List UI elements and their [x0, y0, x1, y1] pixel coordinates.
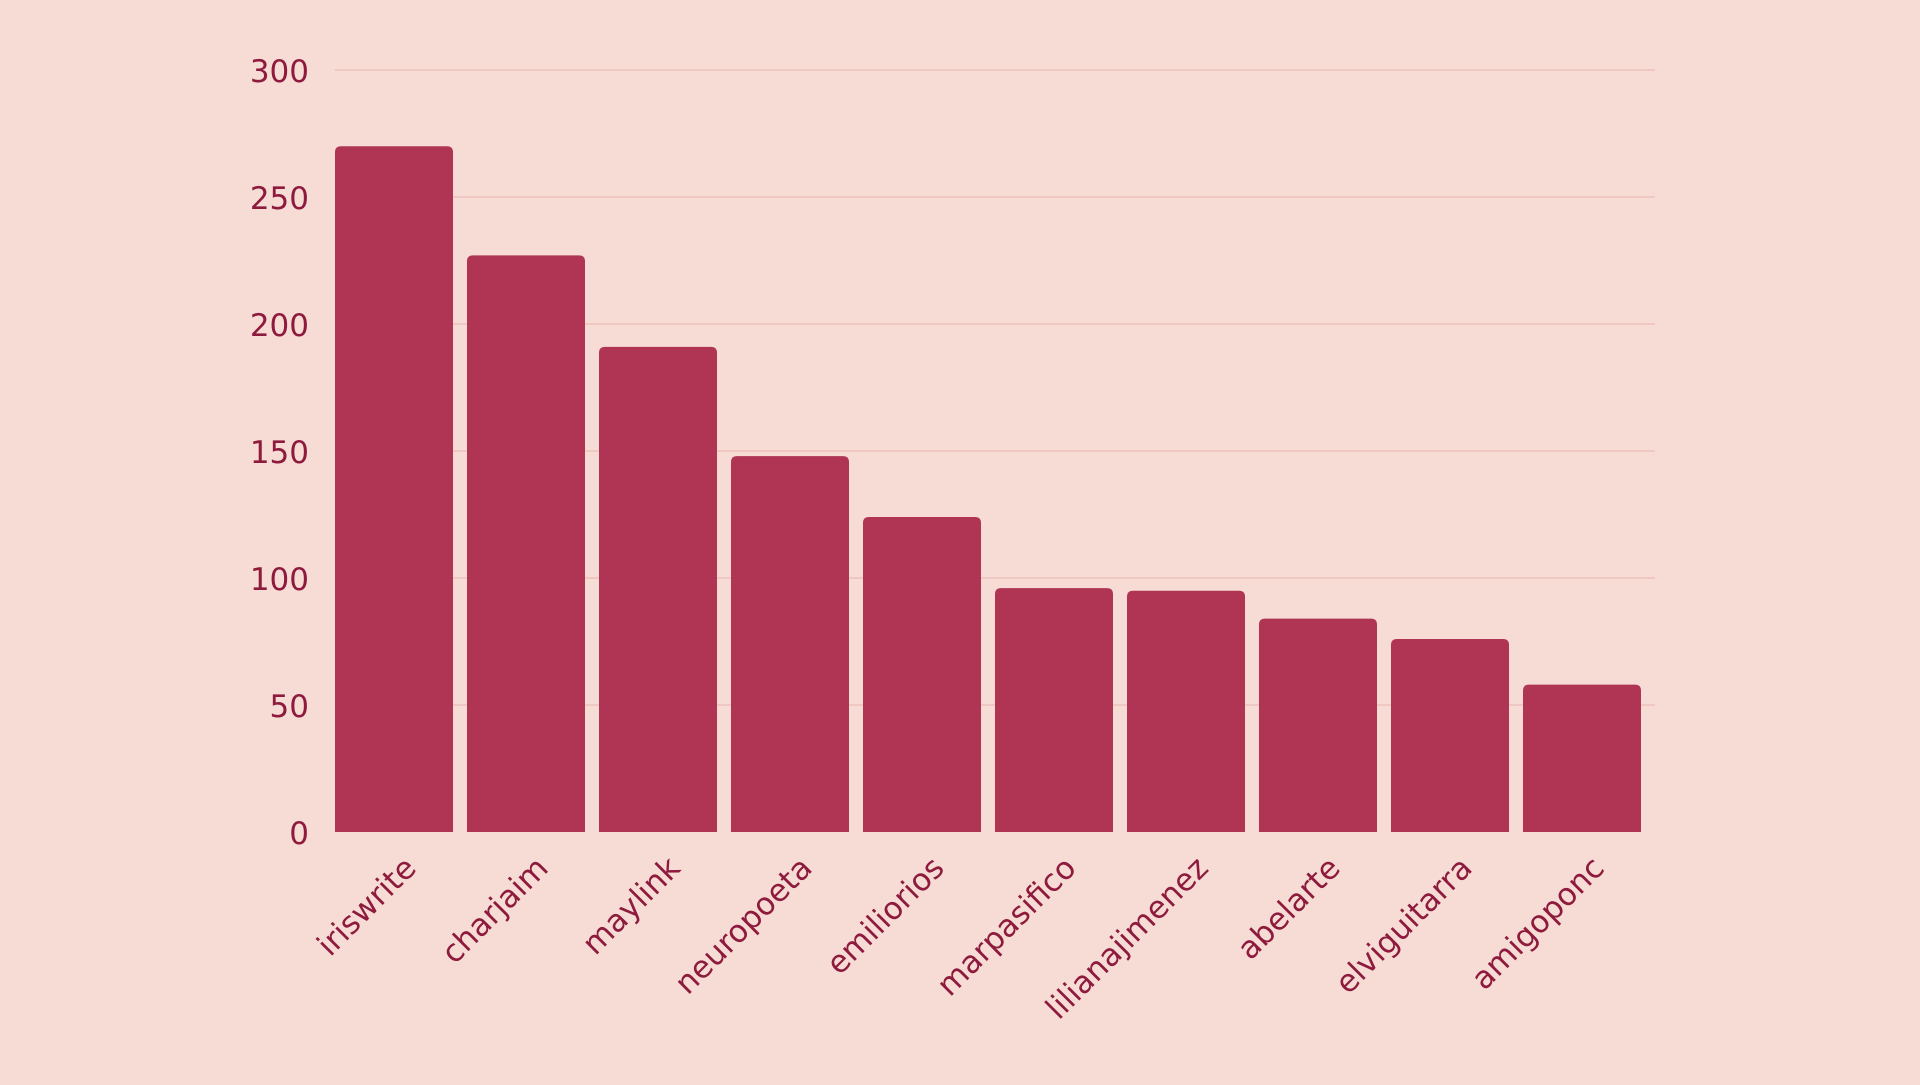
bar-elviguitarra [1391, 638, 1509, 832]
y-tick-label: 200 [250, 308, 309, 344]
y-tick-label: 0 [289, 816, 309, 852]
x-tick-label: neuropoeta [668, 850, 820, 1002]
bar-neuropoeta [731, 456, 849, 832]
y-tick-label: 100 [250, 562, 309, 598]
x-tick-label: elviguitarra [1328, 850, 1479, 1001]
y-tick-label: 250 [250, 181, 309, 217]
bar-lilianajimenez [1127, 590, 1245, 832]
bar-charjaim [467, 255, 585, 833]
y-tick-label: 300 [250, 54, 309, 90]
bar-abelarte [1259, 618, 1377, 832]
y-tick-label: 150 [250, 435, 309, 471]
x-tick-label: amigoponc [1465, 850, 1612, 997]
x-tick-label: maylink [576, 850, 688, 962]
x-tick-label: abelarte [1231, 850, 1348, 967]
x-tick-label: charjaim [435, 850, 556, 971]
bar-iriswrite [335, 146, 453, 832]
bars [335, 146, 1641, 833]
y-axis-ticks: 0 50 100 150 200 250 300 [250, 54, 309, 852]
x-tick-label: iriswrite [310, 850, 423, 963]
y-tick-label: 50 [270, 689, 309, 725]
bar-emiliorios [863, 517, 981, 832]
bar-amigoponc [1523, 684, 1641, 832]
x-tick-label: emiliorios [820, 850, 952, 982]
bar-marpasifico [995, 588, 1113, 832]
bar-maylink [599, 346, 717, 832]
